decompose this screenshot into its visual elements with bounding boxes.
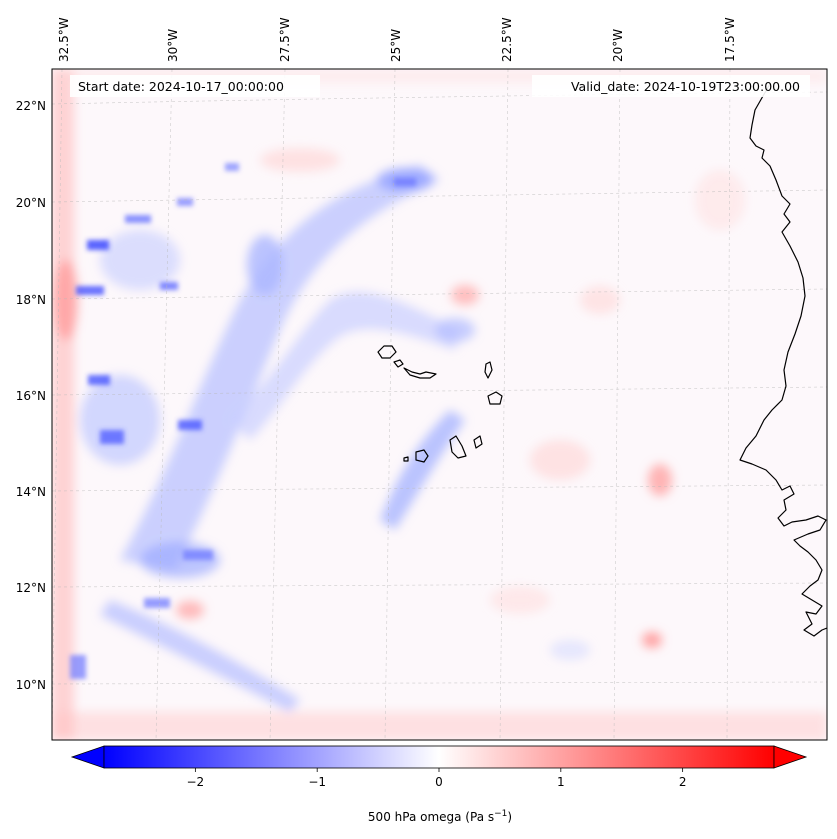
omega-field xyxy=(52,69,827,740)
lon-label-30w: 30°W xyxy=(166,29,180,62)
cape-verde-maio xyxy=(473,435,483,449)
colorbar-extend-right xyxy=(773,745,808,769)
cape-verde-santiago xyxy=(449,435,467,459)
lat-label-22n: 22°N xyxy=(16,99,46,113)
lat-label-20n: 20°N xyxy=(16,196,46,210)
colorbar-tick-label: 0 xyxy=(435,775,443,789)
lon-label-17-5w: 17.5°W xyxy=(723,17,737,62)
map-frame xyxy=(51,68,828,741)
colorbar-tick-label: −2 xyxy=(187,775,205,789)
latitude-labels: 22°N 20°N 18°N 16°N 14°N 12°N 10°N xyxy=(16,99,46,692)
cape-verde-boa-vista xyxy=(487,391,503,405)
gridlines xyxy=(52,69,827,740)
start-date-annotation: Start date: 2024-10-17_00:00:00 xyxy=(70,75,320,97)
start-date-text: Start date: 2024-10-17_00:00:00 xyxy=(78,79,284,94)
cape-verde-sal xyxy=(484,361,493,379)
longitude-labels: 32.5°W 30°W 27.5°W 25°W 22.5°W 20°W 17.5… xyxy=(57,17,737,62)
colorbar: −2 −1 0 1 2 500 hPa omega (Pa s−1) xyxy=(70,745,808,824)
lon-label-22-5w: 22.5°W xyxy=(500,17,514,62)
map-panel: Start date: 2024-10-17_00:00:00 Valid_da… xyxy=(52,69,827,740)
lon-label-20w: 20°W xyxy=(611,29,625,62)
colorbar-tick-label: 2 xyxy=(679,775,687,789)
lat-label-18n: 18°N xyxy=(16,293,46,307)
colorbar-ticks: −2 −1 0 1 2 xyxy=(187,768,687,789)
colorbar-label-main: 500 hPa omega (Pa s xyxy=(368,810,494,824)
map-background xyxy=(52,69,827,740)
cape-verde-fogo xyxy=(415,449,429,463)
lon-label-32-5w: 32.5°W xyxy=(57,17,71,62)
lon-label-25w: 25°W xyxy=(389,29,403,62)
cape-verde-santo-antao xyxy=(377,345,397,359)
cape-verde-sao-vicente xyxy=(393,359,404,368)
africa-coastline xyxy=(739,83,827,637)
colorbar-tick-label: 1 xyxy=(557,775,565,789)
coastlines xyxy=(377,83,827,637)
cape-verde-brava xyxy=(403,456,409,462)
omega-field-blurred xyxy=(52,69,827,740)
lat-label-12n: 12°N xyxy=(16,581,46,595)
valid-date-text: Valid_date: 2024-10-19T23:00:00.00 xyxy=(571,79,800,94)
cape-verde-sao-nicolau xyxy=(403,367,437,379)
omega-field-sharp xyxy=(70,163,416,679)
colorbar-label-exponent: −1 xyxy=(494,809,507,819)
lon-label-27-5w: 27.5°W xyxy=(278,17,292,62)
colorbar-label-close: ) xyxy=(507,810,512,824)
valid-date-annotation: Valid_date: 2024-10-19T23:00:00.00 xyxy=(532,75,810,97)
lat-label-14n: 14°N xyxy=(16,485,46,499)
colorbar-tick-label: −1 xyxy=(308,775,326,789)
colorbar-label: 500 hPa omega (Pa s−1) xyxy=(368,809,512,824)
colorbar-extend-left xyxy=(70,745,105,769)
colorbar-body xyxy=(103,745,775,769)
lat-label-16n: 16°N xyxy=(16,389,46,403)
lat-label-10n: 10°N xyxy=(16,678,46,692)
